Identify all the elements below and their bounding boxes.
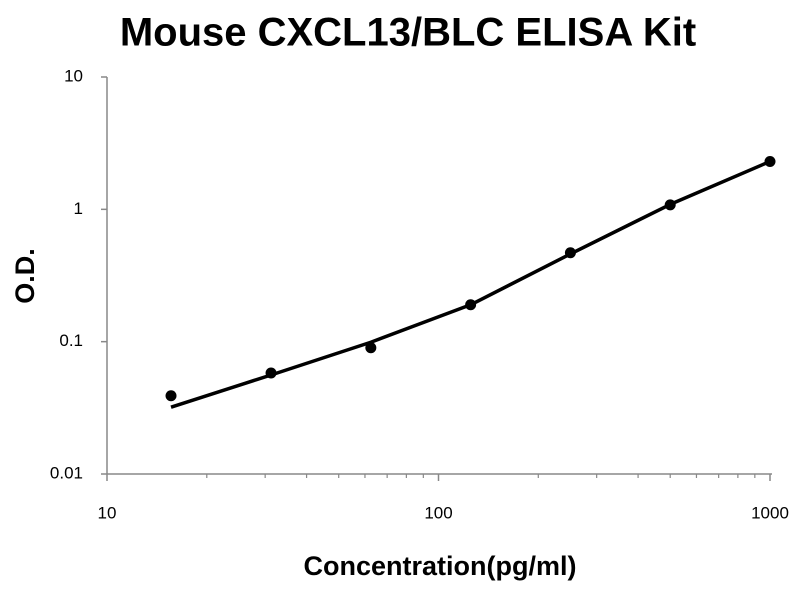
chart-title: Mouse CXCL13/BLC ELISA Kit	[120, 11, 696, 55]
y-tick-label: 0.1	[59, 331, 83, 350]
y-tick-label: 0.01	[50, 463, 83, 482]
y-tick-label: 10	[64, 66, 83, 85]
y-tick-label: 1	[74, 199, 83, 218]
y-axis-label: O.D.	[10, 248, 40, 304]
fit-curve	[170, 159, 771, 409]
x-tick-label: 10	[98, 503, 117, 522]
x-axis-label: Concentration(pg/ml)	[304, 551, 577, 581]
data-point	[165, 390, 177, 402]
x-tick-label: 1000	[751, 503, 789, 522]
x-tick-label: 100	[424, 503, 452, 522]
